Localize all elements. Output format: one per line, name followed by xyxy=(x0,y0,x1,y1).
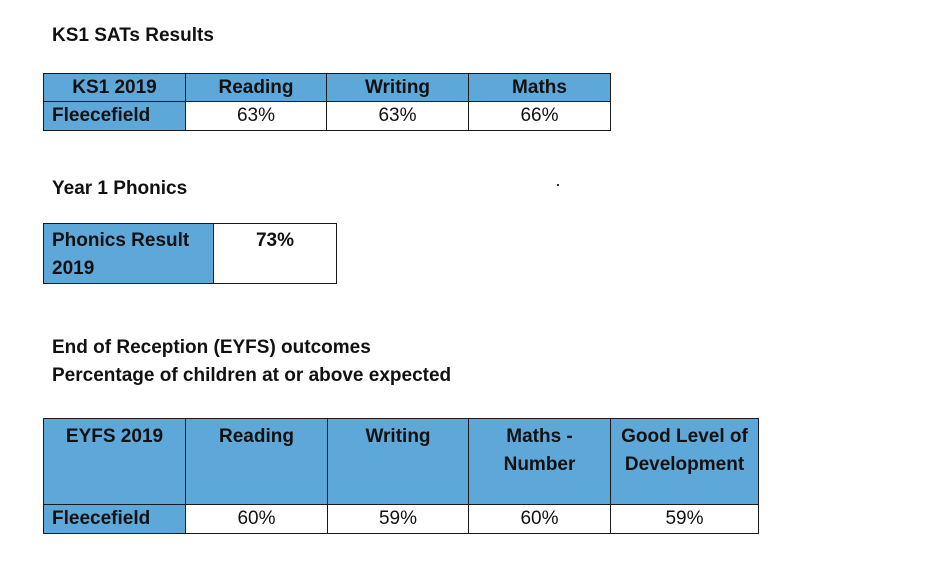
eyfs-heading-line2: Percentage of children at or above expec… xyxy=(52,365,452,386)
eyfs-value-good-level-of-development: 59% xyxy=(610,504,759,534)
ks1-heading: KS1 SATs Results xyxy=(52,25,214,46)
ks1-value-reading: 63% xyxy=(185,101,327,131)
phonics-label: Phonics Result 2019 xyxy=(43,223,214,284)
eyfs-header-writing: Writing xyxy=(327,418,469,505)
ks1-results-table: KS1 2019 Reading Writing Maths Fleecefie… xyxy=(43,73,611,131)
eyfs-value-maths-number: 60% xyxy=(468,504,611,534)
phonics-value: 73% xyxy=(213,223,337,284)
eyfs-row-label: Fleecefield xyxy=(43,504,186,534)
eyfs-header-good-level-of-development: Good Level of Development xyxy=(610,418,759,505)
phonics-table: Phonics Result 2019 73% xyxy=(43,223,337,284)
ks1-header-reading: Reading xyxy=(185,73,327,102)
ks1-header-writing: Writing xyxy=(326,73,469,102)
eyfs-header-maths-number: Maths - Number xyxy=(468,418,611,505)
eyfs-header-year: EYFS 2019 xyxy=(43,418,186,505)
ks1-row-label: Fleecefield xyxy=(43,101,186,131)
ks1-value-writing: 63% xyxy=(326,101,469,131)
ks1-header-year: KS1 2019 xyxy=(43,73,186,102)
eyfs-value-reading: 60% xyxy=(185,504,328,534)
eyfs-heading-line1: End of Reception (EYFS) outcomes xyxy=(52,337,371,358)
eyfs-outcomes-table: EYFS 2019 Reading Writing Maths - Number… xyxy=(43,418,759,534)
ks1-value-maths: 66% xyxy=(468,101,611,131)
phonics-heading: Year 1 Phonics xyxy=(52,178,188,199)
scan-speck xyxy=(557,184,559,186)
eyfs-header-reading: Reading xyxy=(185,418,328,505)
eyfs-value-writing: 59% xyxy=(327,504,469,534)
ks1-header-maths: Maths xyxy=(468,73,611,102)
